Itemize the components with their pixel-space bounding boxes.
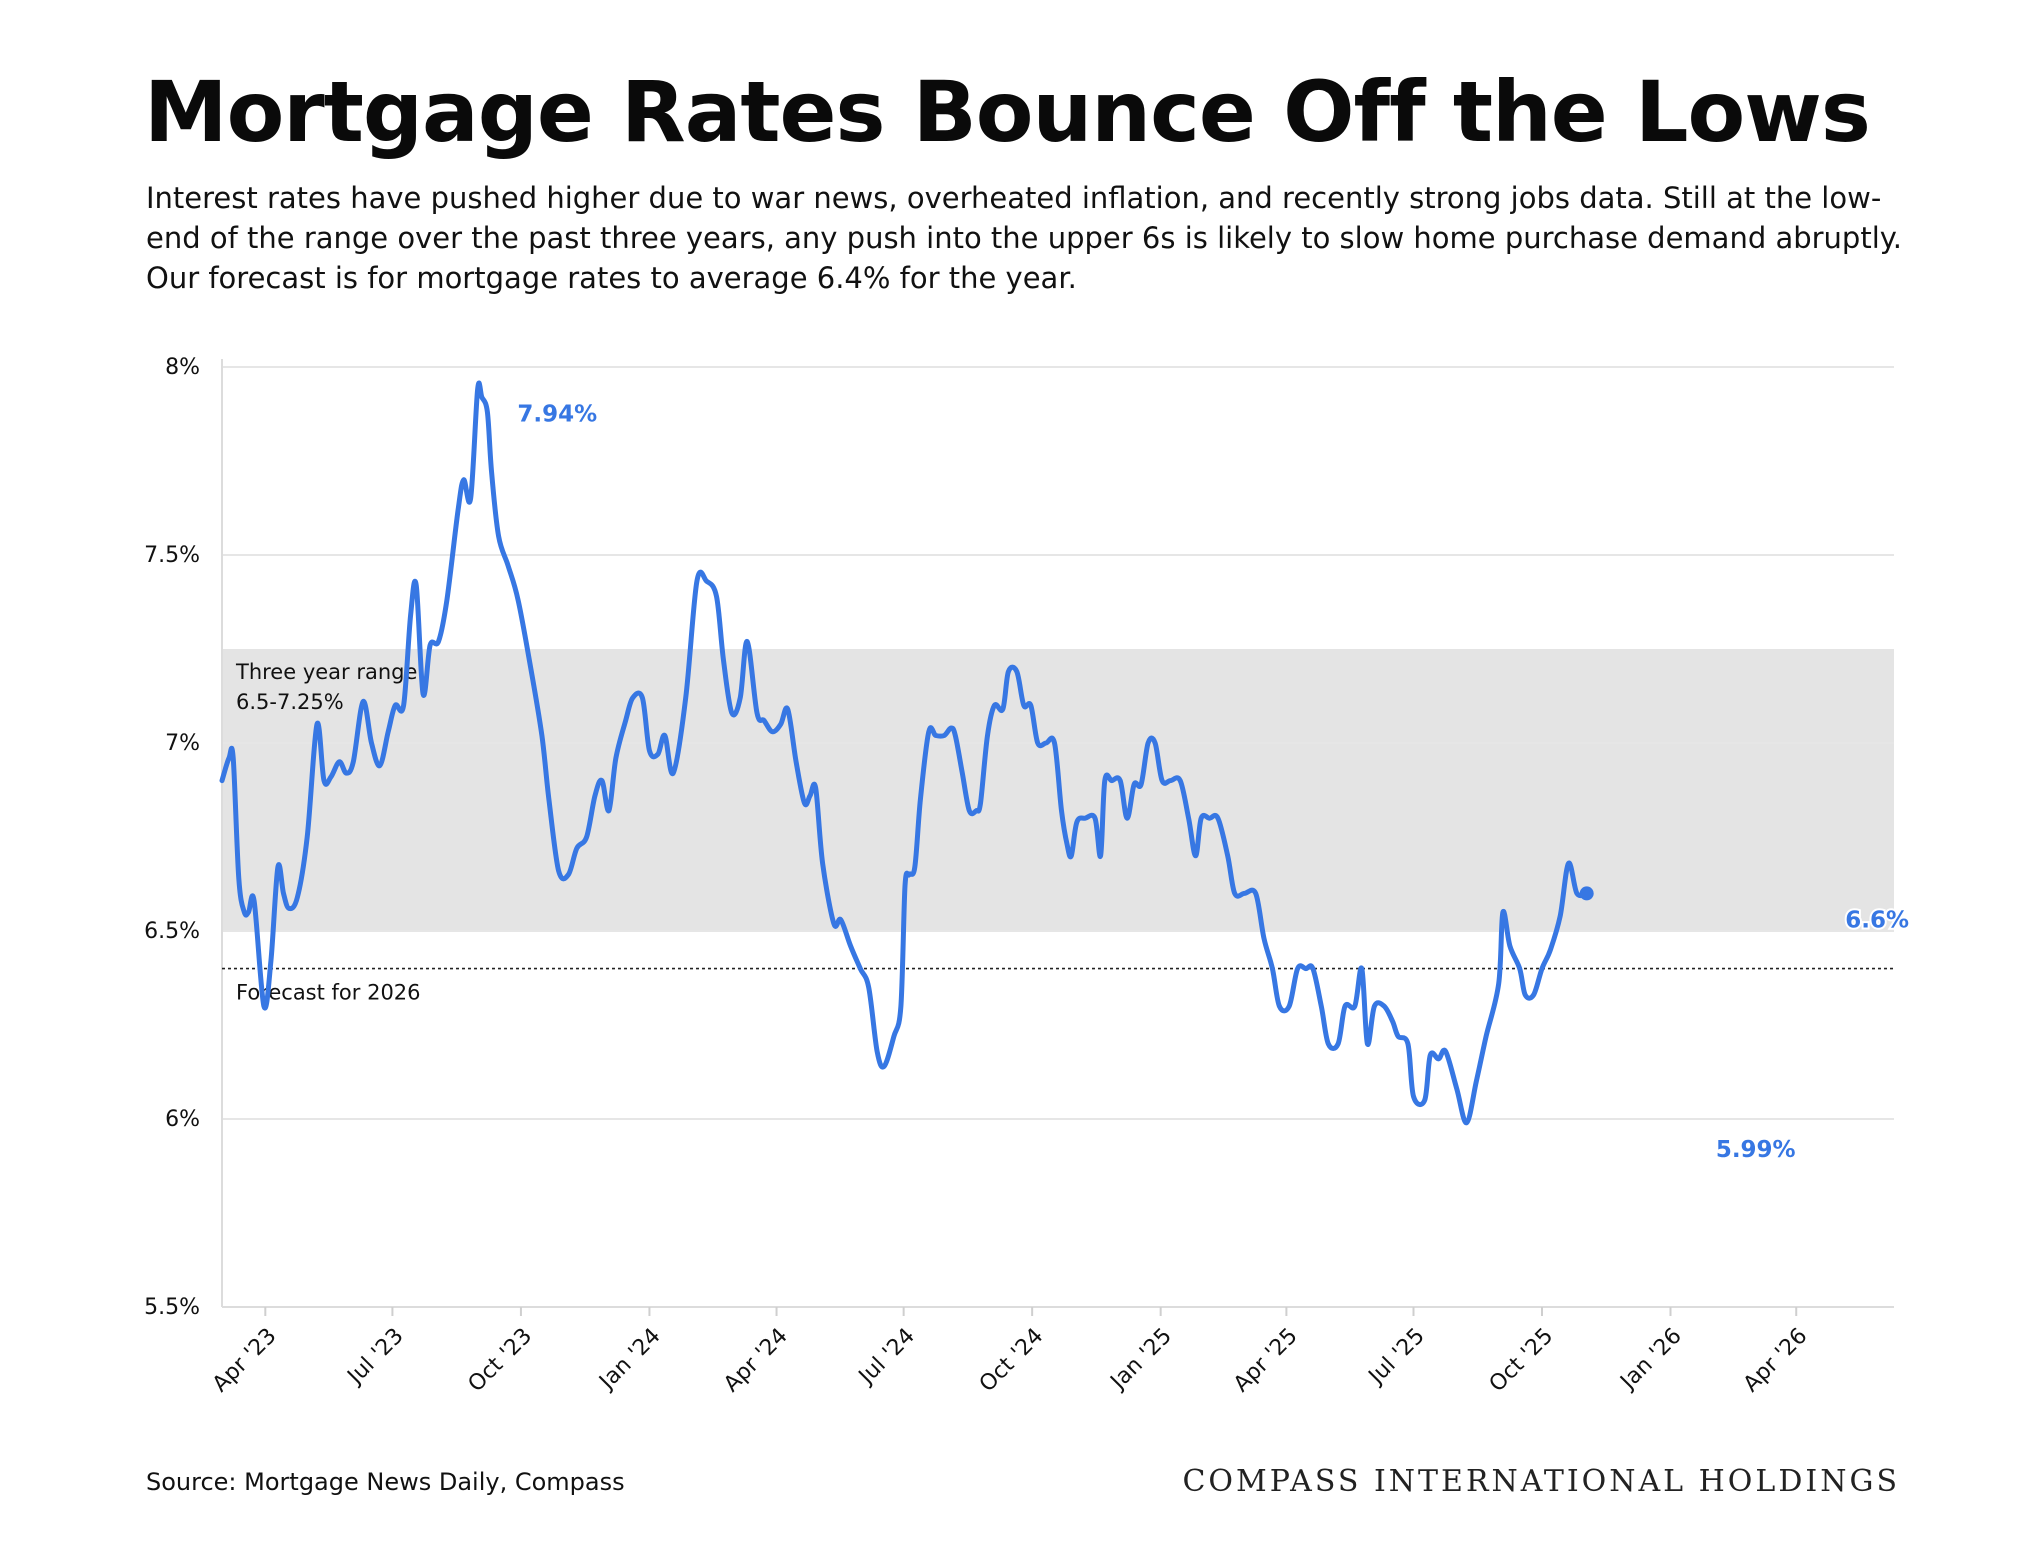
x-tick-label: Apr '23 xyxy=(208,1324,282,1398)
range-band-label-line1: Three year range xyxy=(235,660,417,684)
x-tick-label: Apr '24 xyxy=(719,1324,793,1398)
annotation-label: 7.94% xyxy=(517,402,597,428)
line-chart: Three year range 6.5-7.25% 5.5% 6% 6.5% 7% 7.… xyxy=(144,355,1911,1398)
x-tick-label: Jan '24 xyxy=(594,1324,666,1396)
x-tick-label: Apr '26 xyxy=(1739,1324,1813,1398)
annotation-layer: 7.94% 5.99% 6.6% xyxy=(515,400,1911,1165)
y-tick-label: 8% xyxy=(165,355,200,380)
y-tick-label: 7.5% xyxy=(144,543,200,568)
reference-line-layer: Forecast for 2026 xyxy=(222,967,1894,1005)
x-tick-label: Oct '25 xyxy=(1485,1324,1559,1398)
annotation-label: 6.6% xyxy=(1845,907,1909,933)
mortgage-rate-line xyxy=(219,380,1590,1126)
x-tick-label: Oct '23 xyxy=(464,1324,538,1398)
y-tick-label: 6.5% xyxy=(144,919,200,944)
x-tick-label: Jul '25 xyxy=(1363,1324,1430,1391)
source-note: Source: Mortgage News Daily, Compass xyxy=(146,1468,625,1496)
x-tick-label: Apr '25 xyxy=(1229,1324,1303,1398)
y-tick-label: 5.5% xyxy=(144,1295,200,1320)
x-tick-label: Oct '24 xyxy=(975,1324,1049,1398)
annotation-label: 5.99% xyxy=(1716,1137,1796,1163)
x-tick-label: Jul '24 xyxy=(853,1324,920,1391)
chart-subtitle: Interest rates have pushed higher due to… xyxy=(146,181,1903,295)
x-tick-label: Jul '23 xyxy=(342,1324,409,1391)
range-band-label-line2: 6.5-7.25% xyxy=(236,690,344,714)
y-tick-label: 7% xyxy=(165,731,200,756)
x-tick-label: Jan '25 xyxy=(1105,1324,1177,1396)
chart-title: Mortgage Rates Bounce Off the Lows xyxy=(144,63,1871,161)
series-layer xyxy=(219,380,1594,1126)
latest-point-marker xyxy=(1579,886,1594,901)
brand-logo: COMPASS INTERNATIONAL HOLDINGS xyxy=(1182,1464,1900,1499)
y-tick-label: 6% xyxy=(165,1107,200,1132)
x-tick-label: Jan '26 xyxy=(1615,1324,1687,1396)
